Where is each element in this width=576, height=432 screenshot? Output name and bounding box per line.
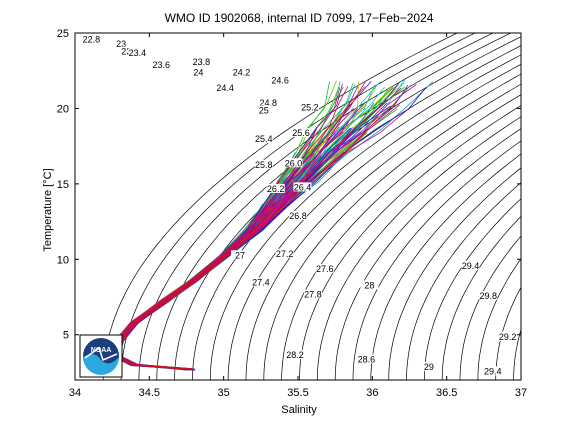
density-contour-line — [245, 73, 521, 380]
contour-label: 25.2 — [301, 102, 319, 112]
density-contour-line — [459, 235, 521, 380]
density-contour-line — [334, 128, 521, 380]
contour-label: 26.0 — [285, 158, 303, 168]
density-contour-line — [299, 105, 521, 380]
axes-box — [74, 32, 522, 381]
x-tick-label: 34 — [69, 387, 81, 399]
contour-label: 27.4 — [252, 277, 270, 287]
density-contour-line — [138, 33, 494, 380]
contour-label: 26.4 — [294, 182, 312, 192]
contour-label: 27.8 — [304, 290, 322, 300]
density-contour-line — [263, 83, 521, 380]
profile-line — [114, 107, 349, 371]
x-tick-label: 36 — [366, 387, 378, 399]
density-contour-line — [209, 54, 521, 380]
x-axis-label: Salinity — [281, 404, 317, 416]
contour-label: 29.4 — [462, 261, 480, 271]
contour-label: 23.4 — [129, 48, 147, 58]
density-contour-line — [441, 215, 521, 380]
density-contour-line — [281, 94, 521, 380]
y-tick-label: 5 — [63, 330, 69, 342]
contour-label: 26.8 — [289, 211, 307, 221]
density-contour-line — [513, 328, 521, 380]
contour-label: 24.6 — [271, 75, 289, 85]
x-tick-label: 36.5 — [436, 387, 457, 399]
noaa-logo-text: NOAA — [91, 347, 112, 354]
x-axis: 34 34.5 35 35.5 36 36.5 37 — [69, 33, 527, 399]
density-contour-line — [102, 33, 459, 380]
density-contour-line — [156, 33, 512, 380]
x-tick-label: 34.5 — [139, 387, 160, 399]
profile-line — [110, 103, 351, 370]
density-contour-line — [316, 116, 521, 380]
contour-label: 26.2 — [267, 184, 285, 194]
profile-line — [111, 81, 381, 370]
contour-label: 27 — [235, 250, 245, 260]
density-contour-line — [352, 140, 521, 380]
density-contour-line — [120, 33, 476, 380]
profile-line — [114, 81, 359, 371]
contour-label: 24 — [193, 68, 203, 78]
contour-label: 25.8 — [255, 160, 273, 170]
contour-label: 28.6 — [358, 354, 376, 364]
chart-title: WMO ID 1902068, internal ID 7099, 17−Feb… — [165, 11, 434, 25]
profile-lines — [110, 79, 434, 371]
contour-label: 23.6 — [152, 60, 170, 70]
y-axis-label: Temperature [°C] — [42, 168, 54, 251]
contour-label: 23 — [116, 39, 126, 49]
contour-label: 22.8 — [83, 35, 101, 45]
profile-line — [112, 81, 341, 370]
contour-label: 28 — [364, 280, 374, 290]
density-contour-line — [227, 63, 521, 380]
y-tick-label: 25 — [57, 28, 69, 40]
profile-line — [117, 180, 316, 371]
density-contour-line — [477, 258, 521, 380]
contour-labels: 22.82323.223.423.623.82424.224.424.624.8… — [82, 34, 517, 376]
profile-line — [112, 81, 330, 370]
contour-label: 28.2 — [286, 350, 304, 360]
y-tick-label: 15 — [57, 179, 69, 191]
contour-label: 24.8 — [260, 98, 278, 108]
density-contour-line — [495, 286, 521, 380]
contour-label: 25 — [259, 105, 269, 115]
density-contours — [102, 26, 576, 381]
profile-line — [110, 80, 337, 370]
density-contour-line — [531, 26, 576, 381]
contour-label: 24.2 — [233, 68, 251, 78]
contour-label: 29 — [424, 362, 434, 372]
profile-line — [113, 86, 349, 371]
y-tick-label: 20 — [57, 103, 69, 115]
y-tick-label: 10 — [57, 254, 69, 266]
contour-label: 25.6 — [292, 128, 310, 138]
contour-label: 27.6 — [316, 264, 334, 274]
contour-label: 29.2 — [499, 332, 517, 342]
profile-line — [116, 104, 400, 370]
contour-label: 25.4 — [255, 134, 273, 144]
density-contour-line — [370, 153, 521, 380]
y-axis: 5 10 15 20 25 — [57, 28, 521, 342]
noaa-logo: NOAA — [79, 334, 123, 378]
x-tick-label: 35.5 — [287, 387, 308, 399]
density-contour-line — [567, 26, 576, 381]
density-contour-line — [424, 198, 521, 380]
contour-label: 29.8 — [480, 291, 498, 301]
density-contour-line — [192, 45, 521, 380]
x-tick-label: 35 — [218, 387, 230, 399]
profile-line — [112, 84, 356, 370]
contour-label: 27.2 — [276, 249, 294, 259]
plot-area: 22.82323.223.423.623.82424.224.424.624.8… — [82, 26, 576, 381]
contour-label: 24.4 — [216, 83, 234, 93]
density-contour-line — [406, 182, 521, 380]
x-tick-label: 37 — [515, 387, 527, 399]
contour-label: 29.4 — [484, 366, 502, 376]
density-contour-line — [174, 36, 521, 380]
contour-label: 23.8 — [193, 57, 211, 67]
density-contour-line — [388, 167, 521, 380]
density-contour-line — [549, 26, 576, 381]
